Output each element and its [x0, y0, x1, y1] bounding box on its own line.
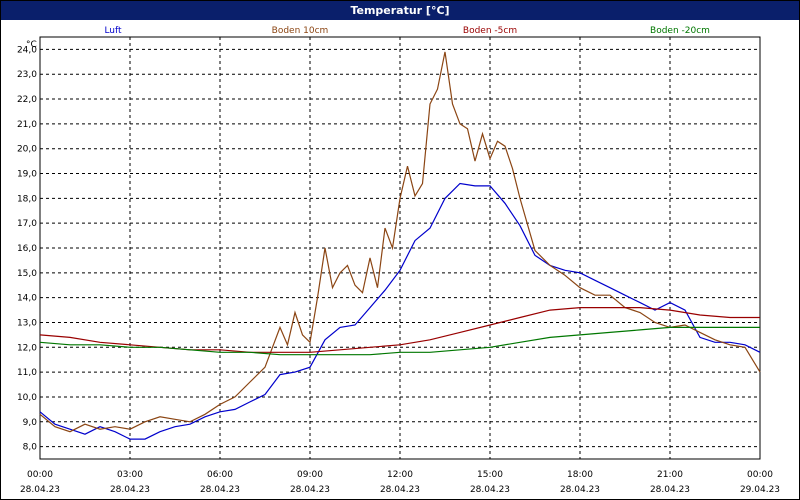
series-line-0	[39, 182, 761, 440]
y-tick-label: 9,0	[23, 418, 38, 428]
legend-entry-0: Luft	[104, 26, 122, 36]
grid	[40, 37, 760, 459]
x-tick-date: 28.04.23	[470, 485, 510, 495]
x-tick-time: 00:00	[27, 470, 53, 480]
y-tick-label: 16,0	[17, 244, 37, 254]
x-tick-date: 28.04.23	[380, 485, 420, 495]
y-tick-label: 17,0	[17, 219, 37, 229]
x-tick-time: 03:00	[117, 470, 143, 480]
x-tick-date: 29.04.23	[740, 485, 780, 495]
y-tick-label: 13,0	[17, 318, 37, 328]
y-tick-label: 12,0	[17, 343, 37, 353]
x-tick-date: 28.04.23	[200, 485, 240, 495]
y-tick-label: 22,0	[17, 95, 37, 105]
x-tick-time: 15:00	[477, 470, 503, 480]
x-tick-time: 00:00	[747, 470, 773, 480]
x-tick-time: 06:00	[207, 470, 233, 480]
y-tick-label: 8,0	[23, 443, 38, 453]
x-tick-date: 28.04.23	[650, 485, 690, 495]
y-tick-label: 15,0	[17, 269, 37, 279]
legend-entry-3: Boden -20cm	[650, 26, 710, 36]
y-tick-label: 19,0	[17, 170, 37, 180]
x-tick-time: 18:00	[567, 470, 593, 480]
y-tick-label: 20,0	[17, 145, 37, 155]
y-tick-label: 24,0	[17, 45, 37, 55]
y-axis-unit: °C	[26, 40, 37, 50]
series-line-1	[39, 51, 761, 433]
y-tick-label: 14,0	[17, 294, 37, 304]
legend-entry-2: Boden -5cm	[463, 26, 517, 36]
legend-entry-1: Boden 10cm	[272, 26, 329, 36]
x-tick-time: 12:00	[387, 470, 413, 480]
x-tick-time: 09:00	[297, 470, 323, 480]
x-tick-date: 28.04.23	[560, 485, 600, 495]
x-tick-date: 28.04.23	[110, 485, 150, 495]
x-tick-date: 28.04.23	[20, 485, 60, 495]
x-axis-ticks: 00:00 28.04.23 03:00 28.04.23 06:00 28.04.23 0…	[20, 470, 780, 495]
x-tick-time: 21:00	[657, 470, 683, 480]
x-tick-date: 28.04.23	[290, 485, 330, 495]
y-axis-ticks: 8,0 9,0 10,0 11,0 12,0 13,0 14,0 15,0 16,0 17,0 18…	[17, 45, 37, 452]
legend: Luft Boden 10cm Boden -5cm Boden -20cm	[104, 26, 710, 36]
plot-area	[39, 36, 761, 460]
y-tick-label: 18,0	[17, 194, 37, 204]
y-tick-label: 10,0	[17, 393, 37, 403]
y-tick-label: 11,0	[17, 368, 37, 378]
y-tick-label: 21,0	[17, 120, 37, 130]
series-line-3	[39, 326, 760, 356]
series-lines	[39, 51, 761, 440]
y-tick-label: 23,0	[17, 70, 37, 80]
chart-title: Temperatur [°C]	[1, 1, 799, 20]
